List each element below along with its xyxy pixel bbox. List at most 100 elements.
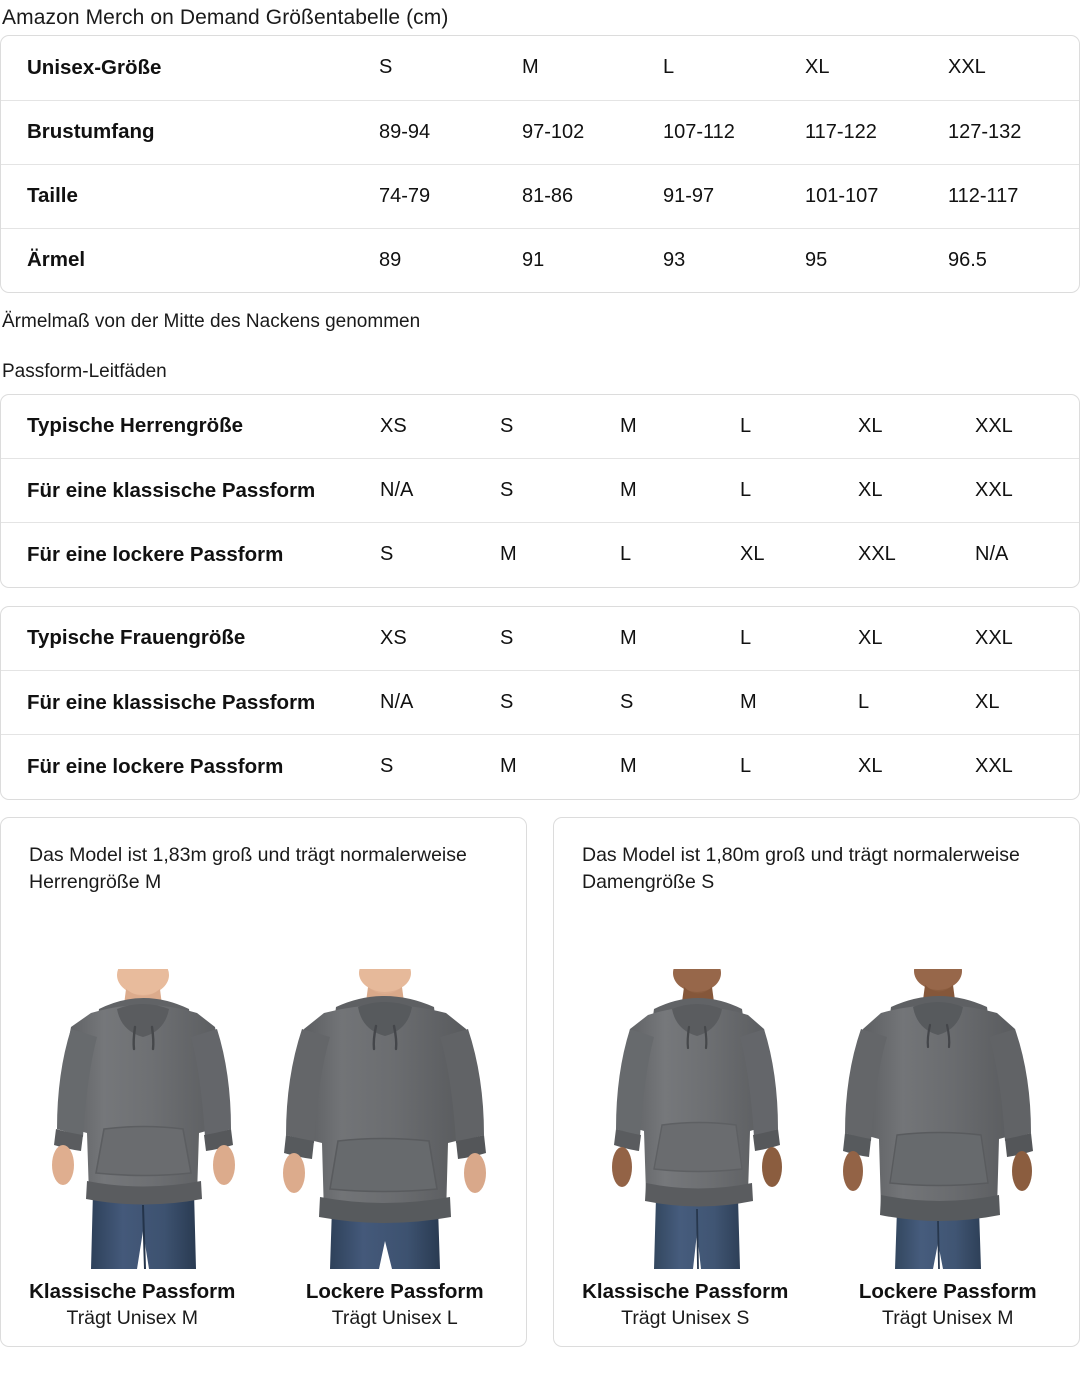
cell-mens-classic-2: S (500, 458, 620, 524)
mens-model-figures (1, 897, 526, 1269)
cell-chest-m: 97-102 (522, 100, 663, 165)
sleeve-measurement-note: Ärmelmaß von der Mitte des Nackens genom… (2, 311, 421, 332)
table-row: Brustumfang 89-94 97-102 107-112 117-122… (1, 100, 1079, 165)
row-label-chest: Brustumfang (1, 100, 379, 165)
cell-chest-xxl: 127-132 (948, 100, 1079, 165)
mens-fit-guide-card: Typische Herrengröße XS S M L XL XXL Für… (0, 393, 1080, 588)
womens-model-figures (554, 897, 1079, 1269)
cell-mens-classic-4: L (740, 458, 858, 524)
cell-womens-typical-3: M (620, 606, 740, 672)
cell-mens-loose-1: S (380, 543, 394, 566)
cell-mens-loose-5: XXL (858, 543, 896, 566)
cell-waist-l: 91-97 (663, 164, 805, 229)
cell-womens-classic-5: L (858, 670, 975, 736)
mens-loose-fit-label-group: Lockere Passform Trägt Unisex L (264, 1278, 527, 1332)
cell-womens-typical-5: XL (858, 606, 975, 672)
male-model-loose-fit-image (272, 968, 497, 1269)
cell-chest-xl: 117-122 (805, 100, 948, 165)
cell-mens-classic-6: XXL (975, 458, 1079, 524)
cell-womens-loose-3: M (620, 755, 637, 778)
cell-womens-loose-2: M (500, 755, 517, 778)
female-model-classic-fit-image (584, 968, 809, 1269)
womens-loose-fit-label: Lockere Passform (858, 1279, 1037, 1303)
cell-mens-classic-3: M (620, 458, 740, 524)
cell-waist-xxl: 112-117 (948, 164, 1079, 229)
cell-womens-typical-2: S (500, 606, 620, 672)
row-label-womens-loose-fit: Für eine lockere Passform (27, 754, 284, 778)
table-row: Taille 74-79 81-86 91-97 101-107 112-117 (1, 164, 1079, 229)
mens-classic-fit-wears: Trägt Unisex M (66, 1307, 198, 1330)
cell-mens-classic-1: N/A (380, 458, 500, 524)
unisex-size-table: Unisex-Größe S M L XL XXL Brustumfang 89… (1, 36, 1079, 292)
row-label-womens-classic-fit: Für eine klassische Passform (1, 670, 380, 736)
model-cards-row: Das Model ist 1,83m groß und trägt norma… (0, 816, 1080, 1347)
cell-mens-classic-5: XL (858, 458, 975, 524)
cell-mens-typical-xxl: XXL (975, 394, 1079, 460)
cell-waist-s: 74-79 (379, 164, 522, 229)
cell-size-m: M (522, 36, 663, 101)
cell-sleeve-xxl: 96.5 (948, 248, 987, 271)
cell-size-xl: XL (805, 36, 948, 101)
womens-classic-fit-label-group: Klassische Passform Trägt Unisex S (554, 1278, 817, 1332)
cell-size-l: L (663, 36, 805, 101)
mens-loose-fit-label: Lockere Passform (305, 1279, 484, 1303)
table-row: Für eine lockere Passform S M M L XL XXL (1, 735, 1079, 799)
female-model-loose-fit-image (825, 968, 1050, 1269)
row-label-waist: Taille (1, 164, 379, 229)
mens-model-labels: Klassische Passform Trägt Unisex M Locke… (1, 1269, 526, 1346)
cell-womens-classic-6: XL (975, 670, 1079, 736)
womens-model-description: Das Model ist 1,80m groß und trägt norma… (582, 843, 1020, 894)
table-row: Typische Herrengröße XS S M L XL XXL (1, 394, 1079, 460)
cell-womens-classic-1: N/A (380, 670, 500, 736)
table-row: Typische Frauengröße XS S M L XL XXL (1, 606, 1079, 672)
cell-chest-s: 89-94 (379, 100, 522, 165)
table-row: Ärmel 89 91 93 95 96.5 (1, 228, 1079, 292)
mens-model-description: Das Model ist 1,83m groß und trägt norma… (29, 843, 467, 894)
table-row: Unisex-Größe S M L XL XXL (1, 36, 1079, 101)
cell-mens-loose-4: XL (740, 543, 765, 566)
mens-classic-fit-label-group: Klassische Passform Trägt Unisex M (1, 1278, 264, 1332)
cell-chest-l: 107-112 (663, 100, 805, 165)
row-label-typical-womens-size: Typische Frauengröße (1, 606, 380, 672)
row-label-mens-classic-fit: Für eine klassische Passform (1, 458, 380, 524)
cell-womens-classic-2: S (500, 670, 620, 736)
mens-loose-fit-wears: Trägt Unisex L (331, 1307, 458, 1330)
cell-mens-typical-xl: XL (858, 394, 975, 460)
table-row: Für eine lockere Passform S M L XL XXL N… (1, 523, 1079, 587)
row-label-mens-loose-fit: Für eine lockere Passform (27, 542, 284, 566)
womens-loose-fit-wears: Trägt Unisex M (882, 1307, 1014, 1330)
womens-model-labels: Klassische Passform Trägt Unisex S Locke… (554, 1269, 1079, 1346)
womens-classic-fit-wears: Trägt Unisex S (621, 1307, 750, 1330)
cell-size-xxl: XXL (948, 36, 1079, 101)
unisex-size-table-card: Unisex-Größe S M L XL XXL Brustumfang 89… (0, 35, 1080, 293)
cell-mens-loose-3: L (620, 543, 632, 566)
cell-mens-loose-6: N/A (975, 543, 1009, 566)
cell-sleeve-m: 91 (522, 248, 545, 271)
cell-womens-loose-4: L (740, 755, 752, 778)
mens-classic-fit-label: Klassische Passform (29, 1279, 236, 1303)
cell-mens-loose-2: M (500, 543, 517, 566)
male-model-classic-fit-image (31, 968, 256, 1269)
table-row: Für eine klassische Passform N/A S S M L… (1, 670, 1079, 736)
cell-womens-typical-6: XXL (975, 606, 1079, 672)
cell-womens-loose-6: XXL (975, 755, 1013, 778)
cell-sleeve-s: 89 (379, 248, 402, 271)
cell-womens-loose-1: S (380, 755, 394, 778)
cell-size-s: S (379, 36, 522, 101)
mens-model-card: Das Model ist 1,83m groß und trägt norma… (0, 816, 527, 1347)
cell-waist-m: 81-86 (522, 164, 663, 229)
cell-womens-classic-3: S (620, 670, 740, 736)
page-title: Amazon Merch on Demand Größentabelle (cm… (2, 6, 449, 29)
cell-sleeve-xl: 95 (805, 248, 828, 271)
womens-classic-fit-label: Klassische Passform (582, 1279, 789, 1303)
cell-mens-typical-m: M (620, 394, 740, 460)
womens-model-card: Das Model ist 1,80m groß und trägt norma… (553, 816, 1080, 1347)
table-row: Für eine klassische Passform N/A S M L X… (1, 458, 1079, 524)
row-label-typical-mens-size: Typische Herrengröße (1, 394, 380, 460)
womens-loose-fit-label-group: Lockere Passform Trägt Unisex M (817, 1278, 1080, 1332)
mens-fit-guide-table: Typische Herrengröße XS S M L XL XXL Für… (1, 394, 1079, 587)
cell-womens-typical-4: L (740, 606, 858, 672)
womens-fit-guide-table: Typische Frauengröße XS S M L XL XXL Für… (1, 606, 1079, 799)
cell-womens-loose-5: XL (858, 755, 883, 778)
